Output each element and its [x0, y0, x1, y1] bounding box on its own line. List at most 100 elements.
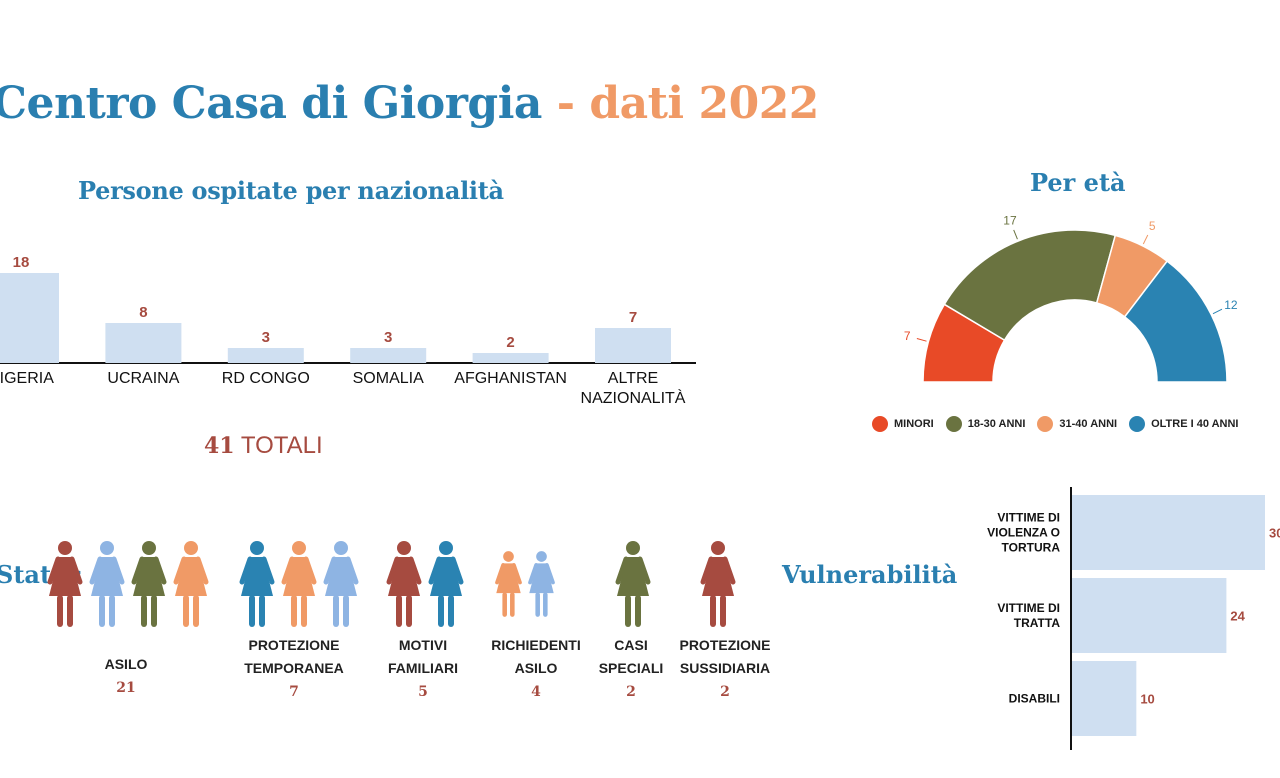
nationality-value-label: 7	[629, 309, 637, 326]
legend-item: MINORI	[872, 416, 934, 432]
legend-swatch	[1037, 416, 1054, 432]
nationality-category-label: SOMALIA	[353, 370, 424, 387]
vulnerability-category-label: VIOLENZA O	[987, 526, 1060, 540]
person-icon	[173, 541, 209, 627]
status-count: 7	[289, 684, 299, 700]
nationality-category-label: RD CONGO	[222, 370, 310, 387]
status-people-group	[238, 540, 362, 630]
age-slice	[943, 229, 1117, 342]
legend-swatch	[945, 416, 962, 432]
nationality-bar	[595, 328, 671, 363]
nationality-chart-title: Persone ospitate per nazionalità	[78, 176, 504, 205]
person-icon	[323, 541, 359, 627]
nationality-category-label: NIGERIA	[0, 370, 54, 387]
nationality-value-label: 2	[506, 334, 514, 351]
status-label-line: FAMILIARI	[388, 660, 458, 676]
vulnerability-category-label: VITTIME DI	[997, 511, 1060, 525]
status-label-line: SUSSIDIARIA	[679, 660, 771, 676]
nationality-category-label: ALTRE	[608, 370, 658, 387]
age-leader-line	[1212, 308, 1223, 315]
status-label-line: ASILO	[514, 660, 558, 676]
status-label: MOTIVI FAMILIARI	[353, 634, 493, 680]
person-icon	[386, 541, 422, 627]
age-chart-title: Per età	[1030, 168, 1126, 197]
legend-swatch	[872, 416, 888, 432]
nationality-bar	[227, 348, 304, 363]
nationality-bar	[472, 353, 549, 363]
status-label-line: TEMPORANEA	[244, 660, 344, 676]
title-separator: -	[541, 78, 590, 129]
title-main: Centro Casa di Giorgia	[0, 78, 542, 129]
totals-label: 41 TOTALI	[204, 432, 323, 460]
status-count: 2	[720, 684, 730, 700]
person-icon	[47, 541, 83, 627]
age-donut-chart: 7 17 5 12	[904, 215, 1238, 383]
person-icon	[89, 541, 125, 627]
nationality-value-label: 8	[139, 304, 147, 321]
status-count: 4	[531, 684, 541, 700]
age-leader-line	[1142, 234, 1149, 245]
vulnerability-title: Vulnerabilità	[782, 560, 958, 589]
page-title: Centro Casa di Giorgia - dati 2022	[0, 78, 819, 129]
vulnerability-category-label: DISABILI	[1009, 692, 1060, 706]
person-icon	[428, 541, 464, 627]
status-count: 5	[418, 684, 428, 700]
person-icon	[495, 551, 522, 617]
nationality-category-label: NAZIONALITÀ	[581, 388, 686, 407]
vulnerability-bar	[1072, 495, 1265, 570]
legend-item: OLTRE I 40 ANNI	[1129, 416, 1238, 432]
status-label-line: SPECIALI	[598, 660, 664, 676]
nationality-value-label: 3	[384, 329, 392, 346]
status-people-group	[699, 540, 743, 630]
nationality-category-label: AFGHANISTAN	[454, 370, 567, 387]
status-people-group	[494, 540, 556, 630]
status-people-group	[46, 540, 216, 630]
title-year: dati 2022	[589, 78, 819, 129]
nationality-value-label: 3	[262, 329, 270, 346]
age-leader-line	[916, 338, 927, 342]
age-value-label: 5	[1149, 219, 1156, 233]
age-value-label: 7	[904, 329, 911, 343]
status-people-group	[614, 540, 658, 630]
nationality-bar-chart: 18 NIGERIA 8 UCRAINA 3 RD CONGO 3 SOMALIA 2 AFGHA…	[0, 254, 696, 407]
legend-label: 31-40 ANNI	[1059, 418, 1118, 430]
age-leader-line	[1013, 229, 1018, 240]
person-icon	[239, 541, 275, 627]
totals-text: TOTALI	[234, 432, 323, 459]
status-people-group	[385, 540, 471, 630]
status-count: 2	[626, 684, 636, 700]
legend-item: 18-30 ANNI	[945, 416, 1025, 432]
status-label-line: MOTIVI	[398, 637, 448, 653]
status-label-line: ASILO	[104, 656, 148, 672]
nationality-category-label: UCRAINA	[107, 370, 179, 387]
status-label: RICHIEDENTI ASILO	[466, 634, 606, 680]
status-label-line: CASI	[614, 637, 648, 653]
age-legend: MINORI 18-30 ANNI 31-40 ANNI OLTRE I 40 ANN…	[872, 416, 1238, 432]
legend-label: MINORI	[894, 418, 934, 430]
age-slice	[1123, 260, 1228, 383]
nationality-bar	[350, 348, 427, 363]
vulnerability-category-label: TORTURA	[1002, 541, 1061, 555]
legend-label: OLTRE I 40 ANNI	[1151, 418, 1239, 430]
nationality-value-label: 18	[13, 254, 30, 271]
status-label: PROTEZIONE SUSSIDIARIA	[655, 634, 795, 680]
status-label: ASILO	[56, 653, 196, 676]
person-icon	[131, 541, 167, 627]
status-label-line: RICHIEDENTI	[491, 637, 581, 653]
nationality-bar	[105, 323, 182, 363]
status-label-line: PROTEZIONE	[248, 637, 340, 653]
vulnerability-category-label: VITTIME DI	[997, 601, 1060, 615]
status-label-line: PROTEZIONE	[679, 637, 771, 653]
nationality-bar	[0, 273, 59, 363]
vulnerability-bar	[1072, 578, 1227, 653]
totals-number: 41	[204, 433, 235, 459]
vulnerability-value-label: 30	[1269, 526, 1280, 541]
age-value-label: 17	[1003, 215, 1017, 228]
person-icon	[528, 551, 555, 617]
status-label: CASI SPECIALI	[561, 634, 701, 680]
legend-item: 31-40 ANNI	[1037, 416, 1117, 432]
status-count: 21	[116, 680, 136, 696]
vulnerability-bar	[1072, 661, 1137, 736]
vulnerability-value-label: 24	[1230, 609, 1245, 624]
